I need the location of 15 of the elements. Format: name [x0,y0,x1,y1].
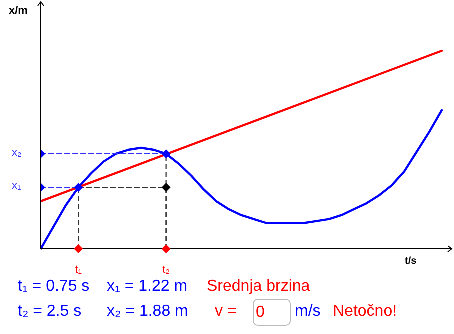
text: x₁ [12,180,22,192]
text: t₁ = 0.75 s [18,278,90,296]
x-axis-title: t/s [405,256,417,267]
text: m/s [295,303,321,321]
x-tick-label: t₂ [162,264,170,276]
text: x₁ = 1.22 m [107,278,188,296]
text: x₂ = 1.88 m [107,303,188,321]
text: x₂ [12,147,22,159]
text: t₂ = 2.5 s [18,303,82,321]
text: Srednja brzina [207,278,310,296]
text: v = [215,303,237,321]
y-axis-title: x/m [9,5,28,17]
text: Netočno! [333,303,398,321]
input-field: 0 [253,299,291,326]
x-tick-label: t₁ [75,264,82,276]
